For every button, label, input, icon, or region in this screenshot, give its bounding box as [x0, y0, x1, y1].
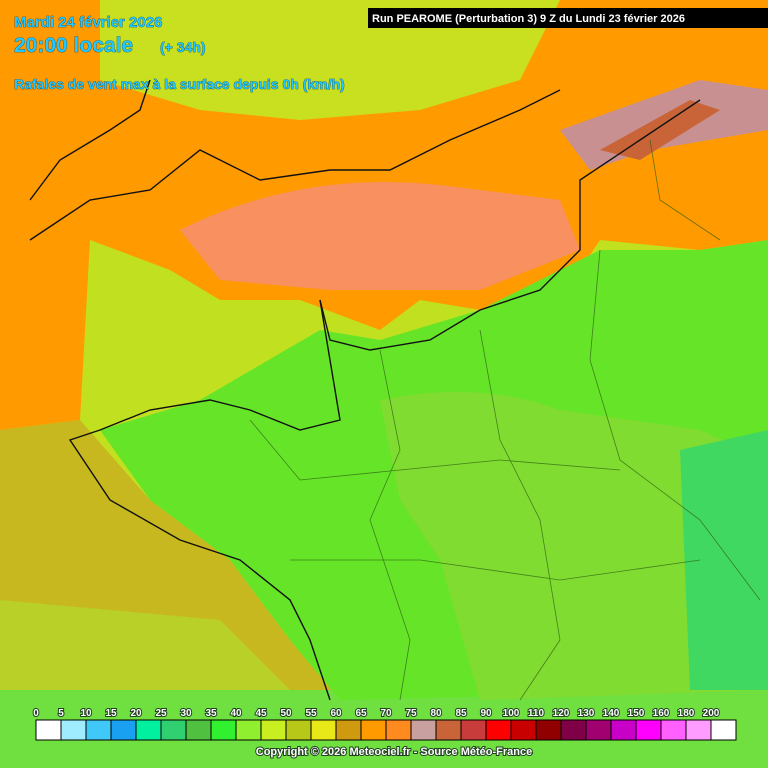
legend-swatch	[585, 719, 612, 741]
legend-label: 130	[578, 708, 595, 719]
legend-label: 60	[330, 708, 342, 719]
legend-swatch	[210, 719, 237, 741]
legend-label: 80	[430, 708, 442, 719]
legend-swatch	[160, 719, 187, 741]
legend-label: 55	[305, 708, 317, 719]
forecast-time: 20:00 locale	[14, 34, 133, 57]
legend-label: 100	[503, 708, 520, 719]
legend-label: 0	[33, 708, 39, 719]
legend-label: 150	[628, 708, 645, 719]
legend-swatch	[635, 719, 662, 741]
atlantic-far	[0, 600, 300, 700]
legend-label: 140	[603, 708, 620, 719]
legend-label: 45	[255, 708, 267, 719]
copyright: Copyright © 2026 Meteociel.fr - Source M…	[256, 746, 532, 758]
legend-label: 30	[180, 708, 192, 719]
legend-swatch	[685, 719, 712, 741]
legend-label: 70	[380, 708, 392, 719]
legend-swatch	[435, 719, 462, 741]
legend-swatch	[360, 719, 387, 741]
forecast-date: Mardi 24 février 2026	[14, 14, 162, 31]
legend: 0 5 10 15 20 25 30 35 40 45 50 55 60 65 70 75 80 85 90 100 1…	[32, 707, 737, 741]
east-land	[680, 430, 768, 690]
legend-swatch	[610, 719, 637, 741]
run-info: Run PEAROME (Perturbation 3) 9 Z du Lund…	[372, 13, 685, 25]
legend-swatch	[135, 719, 162, 741]
legend-label: 90	[480, 708, 492, 719]
parameter: Rafales de vent max à la surface depuis …	[14, 76, 345, 92]
legend-swatch	[235, 719, 262, 741]
legend-swatch	[510, 719, 537, 741]
legend-label: 15	[105, 708, 117, 719]
legend-swatch	[110, 719, 137, 741]
north-sea-max	[600, 100, 720, 160]
legend-label: 20	[130, 708, 142, 719]
legend-swatch	[60, 719, 87, 741]
legend-label: 35	[205, 708, 217, 719]
legend-swatch	[385, 719, 412, 741]
run-banner	[368, 8, 768, 28]
legend-label: 120	[553, 708, 570, 719]
legend-swatch	[285, 719, 312, 741]
legend-swatch	[410, 719, 437, 741]
interior-land	[380, 392, 768, 700]
lead-time: (+ 34h)	[160, 39, 206, 55]
legend-swatch	[460, 719, 487, 741]
legend-swatch	[485, 719, 512, 741]
legend-label: 65	[355, 708, 367, 719]
legend-label: 25	[155, 708, 167, 719]
channel-high-gusts	[180, 182, 580, 290]
legend-swatch	[260, 719, 287, 741]
legend-label: 50	[280, 708, 292, 719]
legend-label: 75	[405, 708, 417, 719]
legend-label: 180	[678, 708, 695, 719]
legend-swatch	[35, 719, 62, 741]
legend-label: 160	[653, 708, 670, 719]
legend-swatch	[335, 719, 362, 741]
coastlines	[29, 79, 701, 701]
legend-swatch	[560, 719, 587, 741]
legend-label: 5	[58, 708, 64, 719]
legend-swatch	[660, 719, 687, 741]
legend-label: 40	[230, 708, 242, 719]
legend-swatch	[185, 719, 212, 741]
legend-label: 10	[80, 708, 92, 719]
legend-label: 85	[455, 708, 467, 719]
legend-label: 110	[528, 708, 545, 719]
legend-swatch	[535, 719, 562, 741]
admin-borders	[249, 139, 761, 701]
legend-swatch	[85, 719, 112, 741]
legend-label: 200	[703, 708, 720, 719]
legend-swatch	[710, 719, 737, 741]
uk-land	[100, 0, 560, 120]
legend-swatch	[310, 719, 337, 741]
